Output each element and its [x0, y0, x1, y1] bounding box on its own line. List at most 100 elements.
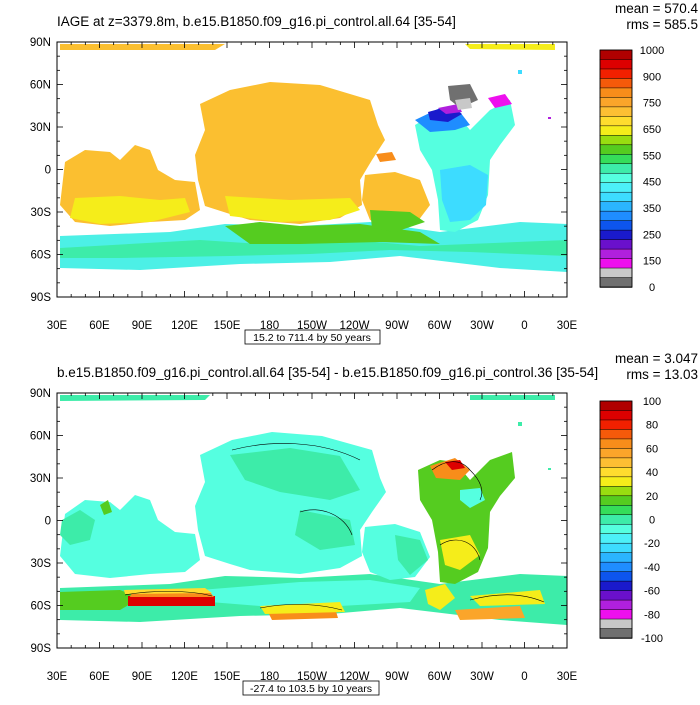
x-tick-label: 60W [428, 671, 452, 683]
colorbar-swatch [599, 571, 633, 582]
point-dot-2 [548, 117, 551, 119]
colorbar-swatch [599, 210, 633, 222]
map-bottom [60, 395, 567, 625]
colorbar-label: 20 [646, 491, 658, 503]
colorbar-label: 550 [643, 150, 661, 162]
colorbar-swatch [599, 277, 633, 288]
x-tick-label: 30E [557, 671, 578, 683]
x-tick-label: 120E [171, 320, 198, 332]
colorbar-swatch [599, 552, 633, 563]
panel-top-mean: mean = 570.4 [615, 1, 698, 16]
y-tick-label: 90S [31, 292, 52, 304]
y-tick-label: 0 [45, 165, 51, 177]
panel-top-title: IAGE at z=3379.8m, b.e15.B1850.f09_g16.p… [57, 14, 456, 29]
colorbar-swatch [599, 429, 633, 440]
colorbar-swatch [599, 201, 633, 212]
australia-ridge-red [128, 596, 215, 606]
southern-ocean-cyan-band [60, 238, 567, 258]
indian-ocean [60, 495, 200, 578]
x-tick-label: 120E [171, 671, 198, 683]
panel-bottom-title: b.e15.B1850.f09_g16.pi_control.all.64 [3… [57, 365, 598, 380]
colorbar-swatch [599, 419, 633, 431]
north-atlantic-cyan [440, 165, 488, 222]
weddell-yellow [470, 590, 545, 606]
colorbar-label: 650 [643, 124, 661, 136]
colorbar-label: 80 [646, 420, 658, 432]
colorbar-swatch [599, 172, 633, 184]
info-box-top [244, 329, 381, 345]
colorbar-label: 250 [643, 229, 661, 241]
colorbar-swatch [599, 495, 633, 507]
arctic-strip-east [470, 395, 555, 400]
colorbar-label: -40 [644, 562, 660, 574]
colorbar-swatch [599, 135, 633, 146]
colorbar-label: 450 [643, 177, 661, 189]
colorbar-label: 750 [643, 98, 661, 110]
north-atlantic-red [445, 460, 465, 470]
colorbar-label: -20 [644, 538, 660, 550]
panel-bottom-mean: mean = 3.047 [615, 351, 698, 366]
pacific-ocean-south-yellow [225, 196, 360, 222]
colorbar-swatch [599, 476, 633, 488]
south-atlantic-green [395, 535, 428, 575]
arctic-strip [60, 44, 225, 50]
x-tick-label: 180 [260, 671, 279, 683]
colorbar-swatch [599, 590, 633, 601]
colorbar-swatch [599, 97, 633, 108]
colorbar-swatch [599, 561, 633, 573]
map-bottom-axes: 30E 60E 90E 120E 150E 180 150W 120W 90W 60W 30W 0 30… [30, 388, 578, 683]
colorbar-swatch [599, 448, 633, 459]
info-text-top: 15.2 to 711.4 by 50 years [253, 332, 371, 344]
panel-bottom: b.e15.B1850.f09_g16.pi_control.all.64 [3… [30, 351, 698, 696]
southern-ocean-green-band [60, 590, 140, 610]
y-tick-label: 30N [30, 122, 51, 134]
contour-line-2 [299, 509, 353, 536]
colorbar-swatch [599, 59, 633, 70]
x-tick-label: 60W [428, 320, 452, 332]
colorbar-swatch [599, 116, 633, 127]
weddell-orange [455, 606, 525, 620]
indian-ocean-green [60, 510, 95, 545]
x-tick-label: 150W [297, 671, 327, 683]
panel-top: IAGE at z=3379.8m, b.e15.B1850.f09_g16.p… [30, 1, 698, 345]
colorbar-swatch [599, 78, 633, 89]
colorbar-label: -80 [644, 609, 660, 621]
arctic-strip-east [465, 44, 555, 50]
contour-line-6 [259, 604, 343, 611]
colorbar-swatch [599, 125, 633, 137]
colorbar-swatch [599, 628, 633, 639]
x-tick-label: 60E [89, 320, 110, 332]
colorbar-swatch [599, 514, 633, 525]
colorbar-swatch [599, 400, 633, 412]
colorbar-label: 0 [649, 282, 655, 294]
labrador-sea-purple [438, 104, 462, 114]
colorbar-swatch [599, 258, 633, 269]
contour-line-7 [469, 594, 545, 603]
arctic-strip [60, 395, 210, 401]
point-dot-2 [548, 468, 551, 470]
point-dot-1 [518, 422, 522, 426]
colorbar-swatch [599, 68, 633, 80]
x-tick-label: 150W [297, 320, 327, 332]
colorbar-swatch [599, 505, 633, 516]
drake-yellow [425, 584, 455, 610]
panel-top-rms: rms = 585.5 [626, 17, 698, 32]
contour-line-5 [124, 591, 213, 597]
x-tick-label: 90E [132, 671, 153, 683]
colorbar-swatch [599, 410, 633, 421]
y-tick-label: 60S [31, 250, 52, 262]
y-tick-label: 90S [31, 643, 52, 655]
contour-line-3 [431, 461, 483, 501]
colorbar-swatch [599, 457, 633, 469]
colorbar-swatch [599, 87, 633, 99]
indian-ocean-yellow [70, 196, 190, 224]
colorbar-swatch [599, 229, 633, 241]
colorbar-label: 60 [646, 443, 658, 455]
x-tick-label: 180 [260, 320, 279, 332]
north-atlantic-cyan [460, 488, 485, 508]
x-tick-label: 150E [214, 320, 241, 332]
x-tick-label: 90E [132, 320, 153, 332]
gin-sea-magenta [488, 94, 512, 108]
y-tick-label: 60S [31, 601, 52, 613]
colorbar-swatch [599, 580, 633, 592]
